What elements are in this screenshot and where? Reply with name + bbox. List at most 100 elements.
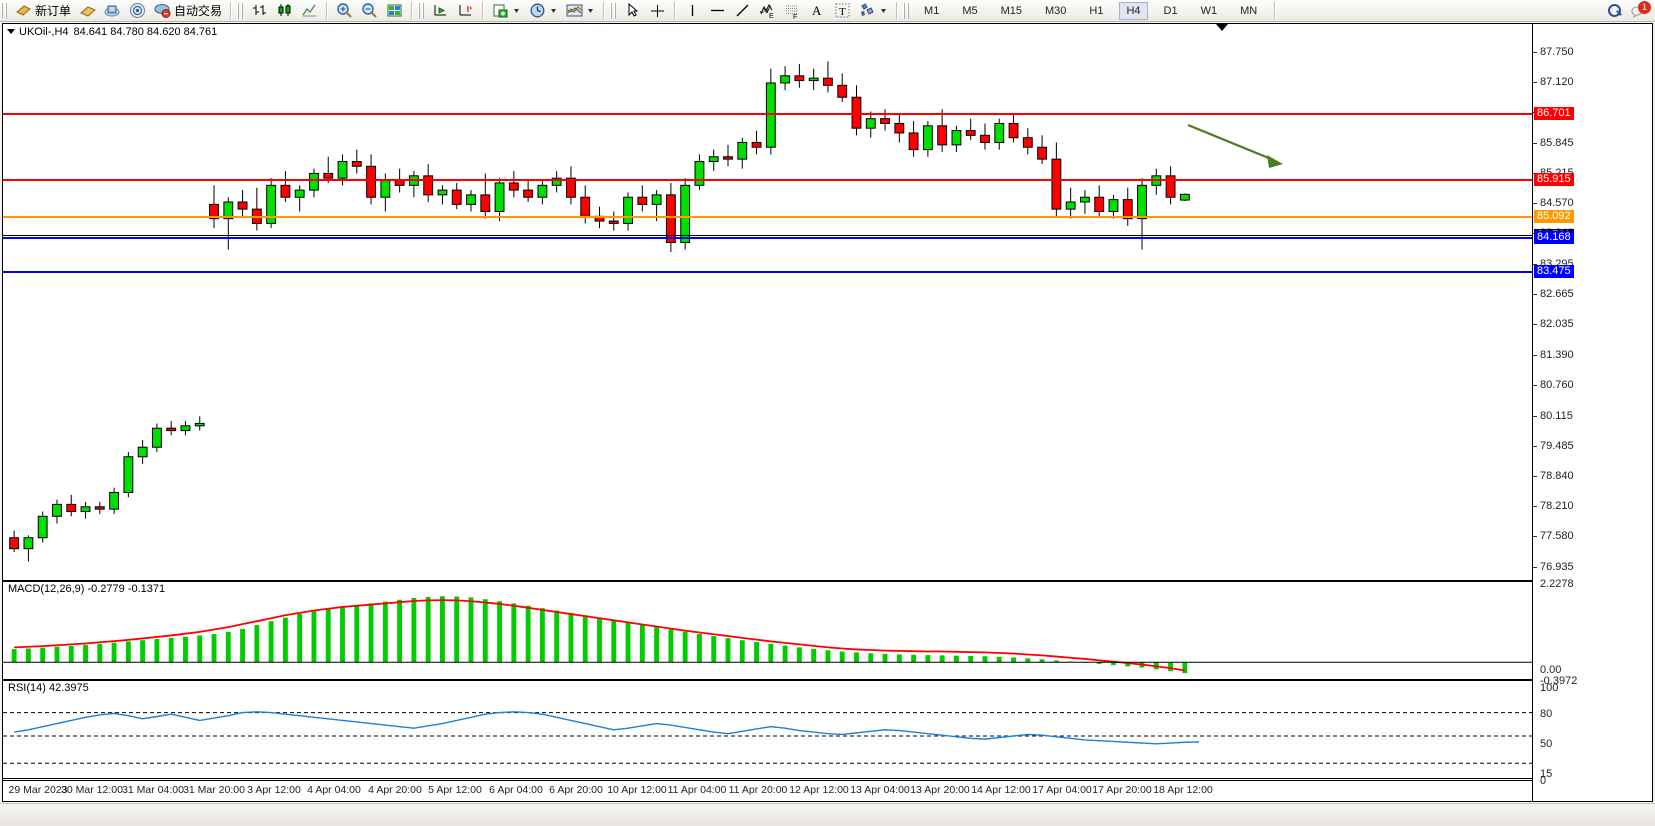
price-level-line-84.168[interactable]	[3, 237, 1532, 239]
autotrading-icon	[154, 2, 171, 19]
fibonacci-button[interactable]: F	[780, 0, 805, 22]
price-level-line-83.475[interactable]	[3, 271, 1532, 273]
timeframe-mn[interactable]: MN	[1240, 4, 1258, 17]
vertical-line-icon	[684, 2, 701, 19]
timeframe-m5[interactable]: M5	[962, 4, 978, 17]
timeframe-m1[interactable]: M1	[924, 4, 940, 17]
time-tick: 11 Apr 04:00	[667, 784, 727, 796]
macd-axis-tick: 2.2278	[1540, 578, 1574, 590]
zoom-out-button[interactable]	[357, 0, 382, 22]
timeframe-m30[interactable]: M30	[1045, 4, 1067, 17]
toolbar-grip-2[interactable]	[237, 2, 245, 19]
rsi-indicator-label: RSI(14) 42.3975	[8, 682, 89, 694]
autotrading-label: 自动交易	[174, 4, 223, 18]
chart-shift-icon	[432, 2, 449, 19]
timeframe-m15[interactable]: M15	[1000, 4, 1022, 17]
templates-button[interactable]	[562, 0, 599, 22]
zoom-in-icon	[336, 2, 353, 19]
chart-collapse-icon[interactable]	[7, 29, 15, 34]
horizontal-line-button[interactable]	[705, 0, 730, 22]
text-label-button[interactable]: T	[830, 0, 855, 22]
toolbar-grip-3[interactable]	[418, 2, 426, 19]
time-tick: 18 Apr 12:00	[1153, 784, 1213, 796]
alerts-button[interactable]: 1	[1626, 0, 1651, 22]
search-button[interactable]	[1604, 0, 1626, 22]
news-button[interactable]	[100, 0, 125, 22]
auto-scroll-button[interactable]	[453, 0, 478, 22]
folder-icon	[79, 2, 96, 19]
status-bar	[0, 803, 1655, 826]
toolbar-grip-4[interactable]	[610, 2, 618, 19]
price-level-line-84.761[interactable]	[3, 235, 1532, 236]
chart-cursor-marker	[1216, 24, 1228, 31]
price-tick: 81.390	[1533, 349, 1574, 361]
time-tick: 17 Apr 20:00	[1092, 784, 1152, 796]
price-level-line-86.701[interactable]	[3, 113, 1532, 115]
price-level-label-85.915[interactable]: 85.915	[1534, 173, 1574, 186]
news-icon	[104, 2, 121, 19]
rsi-pane[interactable]: RSI(14) 42.3975	[3, 681, 1652, 780]
toolbar-separator-3	[411, 2, 414, 19]
text-button[interactable]: A	[805, 0, 830, 22]
chart-shift-button[interactable]	[428, 0, 453, 22]
timeframe-w1[interactable]: W1	[1200, 4, 1218, 17]
toolbar-grip[interactable]	[1, 2, 8, 19]
macd-indicator-label: MACD(12,26,9) -0.2779 -0.1371	[8, 583, 166, 595]
zoom-out-icon	[361, 2, 378, 19]
price-tick: 78.210	[1533, 500, 1574, 512]
macd-panel-divider	[3, 580, 1532, 582]
signals-button[interactable]	[125, 0, 150, 22]
period-clock-button[interactable]	[525, 0, 562, 22]
cursor-icon	[624, 2, 641, 19]
rsi-axis-tick: 80	[1540, 708, 1553, 720]
price-level-label-86.701[interactable]: 86.701	[1534, 107, 1574, 120]
macd-pane[interactable]: MACD(12,26,9) -0.2779 -0.1371	[3, 582, 1652, 679]
tile-windows-button[interactable]	[382, 0, 407, 22]
price-level-label-84.168[interactable]: 84.168	[1534, 231, 1574, 244]
bar-chart-button[interactable]	[247, 0, 272, 22]
price-level-label-85.092[interactable]: 85.092	[1534, 210, 1574, 223]
chevron-down-icon-4[interactable]	[879, 2, 888, 19]
chevron-down-icon-3[interactable]	[586, 2, 595, 19]
chart-window[interactable]: UKOil-,H4 84.641 84.780 84.620 84.761 MA…	[2, 23, 1653, 802]
timeframe-h1[interactable]: H1	[1089, 4, 1104, 17]
shapes-button[interactable]	[855, 0, 892, 22]
toolbar-separator-7	[896, 2, 899, 19]
signals-icon	[129, 2, 146, 19]
chevron-down-icon[interactable]	[512, 2, 521, 19]
svg-text:T: T	[839, 6, 846, 18]
trendline-icon	[734, 2, 751, 19]
macd-axis-tick: 0.00	[1540, 664, 1562, 676]
indicators-add-button[interactable]	[488, 0, 525, 22]
time-tick: 4 Apr 20:00	[368, 784, 422, 796]
candlestick-chart-button[interactable]	[272, 0, 297, 22]
line-chart-button[interactable]	[297, 0, 322, 22]
cursor-button[interactable]	[620, 0, 645, 22]
chart-plot-zone[interactable]: MACD(12,26,9) -0.2779 -0.1371 RSI(14) 42…	[3, 24, 1652, 801]
price-level-line-85.915[interactable]	[3, 179, 1532, 181]
toolbar-grip-5[interactable]	[903, 2, 911, 19]
new-order-button[interactable]: 新订单	[11, 0, 75, 22]
chevron-down-icon-2[interactable]	[549, 2, 558, 19]
time-tick: 31 Mar 04:00	[122, 784, 184, 796]
timeframe-d1[interactable]: D1	[1163, 4, 1178, 17]
zoom-in-button[interactable]	[332, 0, 357, 22]
price-pane[interactable]	[3, 39, 1652, 580]
autotrading-button[interactable]: 自动交易	[150, 0, 226, 22]
price-level-line-85.092[interactable]	[3, 216, 1532, 218]
new-order-icon	[15, 2, 32, 19]
svg-text:F: F	[793, 14, 797, 19]
folder-button[interactable]	[75, 0, 100, 22]
trendline-button[interactable]	[730, 0, 755, 22]
time-tick: 13 Apr 04:00	[850, 784, 910, 796]
vertical-line-button[interactable]	[680, 0, 705, 22]
timeframe-h4[interactable]: H4	[1119, 1, 1148, 20]
crosshair-button[interactable]	[645, 0, 670, 22]
chart-symbol-label: UKOil-,H4	[19, 25, 69, 38]
time-tick: 17 Apr 04:00	[1032, 784, 1092, 796]
time-scale[interactable]: 29 Mar 2023 30 Mar 12:00 31 Mar 04:00 31 Ma…	[3, 778, 1532, 801]
period-clock-icon	[529, 2, 546, 19]
price-scale[interactable]: 87.75087.12086.49085.84585.21584.57083.9…	[1532, 24, 1655, 801]
price-level-label-83.475[interactable]: 83.475	[1534, 265, 1574, 278]
